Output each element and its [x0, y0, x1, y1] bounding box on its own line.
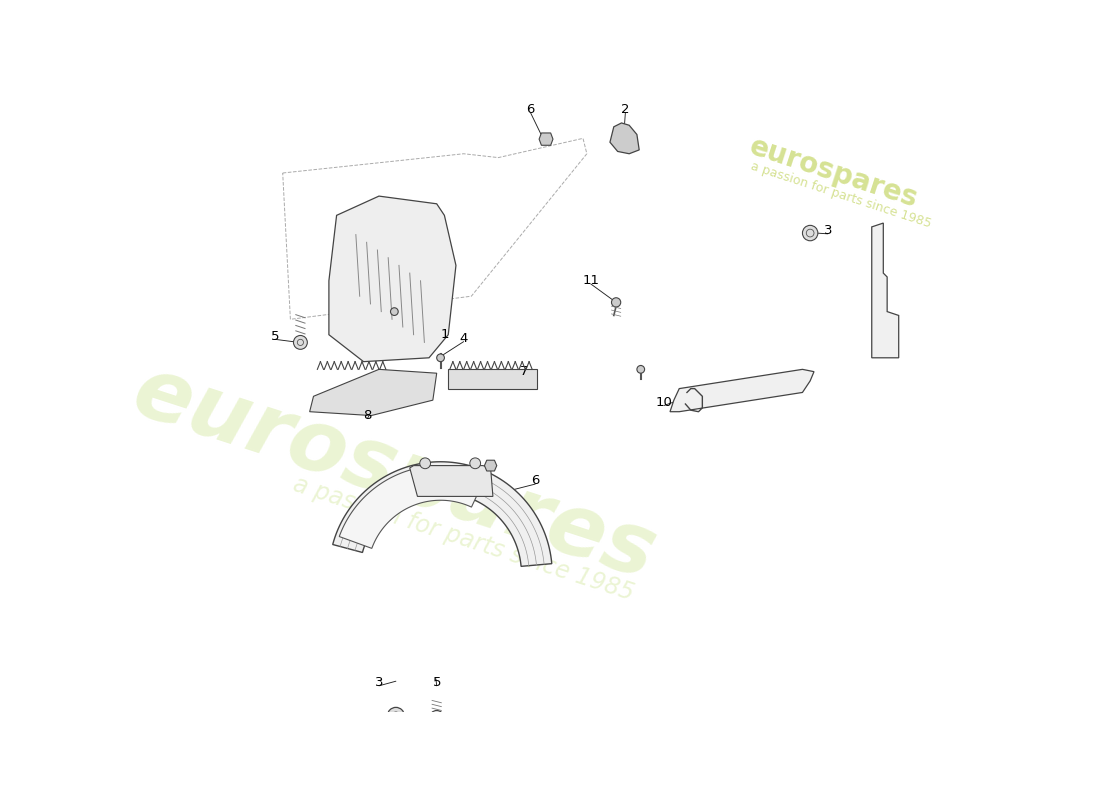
Circle shape [390, 308, 398, 315]
Circle shape [420, 458, 430, 469]
Text: 5: 5 [271, 330, 279, 342]
Circle shape [802, 226, 818, 241]
Text: 1: 1 [440, 328, 449, 341]
Bar [449, 370, 537, 389]
Text: eurospares: eurospares [122, 350, 667, 597]
Polygon shape [871, 223, 899, 358]
Polygon shape [484, 460, 497, 471]
Polygon shape [329, 196, 455, 362]
Circle shape [430, 710, 443, 724]
Text: eurospares: eurospares [746, 133, 921, 214]
Text: a passion for parts since 1985: a passion for parts since 1985 [290, 472, 637, 606]
Polygon shape [602, 0, 930, 90]
Circle shape [294, 335, 307, 350]
Text: 7: 7 [519, 365, 528, 378]
Text: 10: 10 [656, 396, 672, 409]
Text: 5: 5 [432, 676, 441, 690]
Polygon shape [539, 133, 553, 146]
Text: 6: 6 [527, 103, 535, 116]
Polygon shape [609, 123, 639, 154]
Text: 2: 2 [621, 103, 629, 116]
Text: a passion for parts since 1985: a passion for parts since 1985 [749, 159, 933, 230]
Circle shape [612, 298, 620, 307]
Text: 6: 6 [531, 474, 539, 487]
Polygon shape [670, 370, 814, 412]
Polygon shape [409, 466, 493, 496]
Text: 9: 9 [437, 466, 444, 478]
Circle shape [637, 366, 645, 373]
Circle shape [470, 458, 481, 469]
Polygon shape [339, 466, 486, 548]
Text: 3: 3 [824, 224, 832, 238]
Circle shape [437, 354, 444, 362]
Polygon shape [310, 370, 437, 415]
Text: 11: 11 [582, 274, 600, 287]
Text: 4: 4 [460, 332, 467, 345]
Text: 8: 8 [363, 409, 372, 422]
Polygon shape [332, 462, 552, 566]
Circle shape [387, 707, 405, 724]
Text: 3: 3 [375, 676, 383, 690]
